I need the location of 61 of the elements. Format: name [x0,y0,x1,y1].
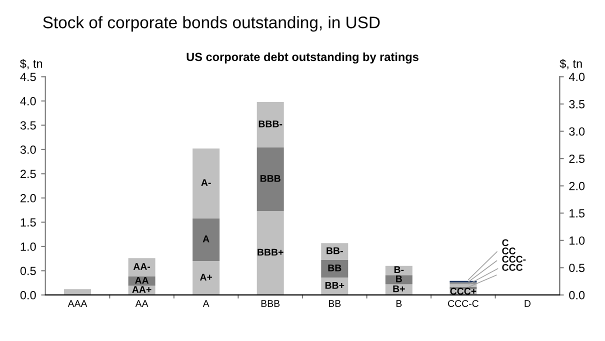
y-tick-label: 0.5 [20,266,36,276]
x-tick-label: BB [328,300,341,307]
data-label: C [502,239,509,246]
data-label: A- [201,179,211,186]
bar [385,275,412,284]
bar [321,260,348,278]
y2-tick-label: 2.0 [569,182,585,190]
y2-tick-label: 2.5 [569,154,585,163]
bar [192,261,220,295]
x-tick-label: B [396,300,402,307]
data-label: BBB- [258,120,282,128]
y2-tick-label: 3.5 [569,100,585,108]
bar [64,289,92,295]
y-tick-label: 2.0 [20,194,36,202]
data-label: CCC+ [450,288,476,295]
data-label: BB [328,264,342,272]
y2-tick-label: 0.0 [569,291,585,300]
y2-tick-label: 3.0 [569,127,585,136]
y-tick-label: 3.5 [20,121,36,130]
data-label: BB+ [325,282,344,289]
y-tick-label: 4.0 [20,97,36,106]
y2-axis-title: $, tn [560,58,582,70]
y-tick-label: 1.0 [20,242,36,251]
x-tick-label: AAA [68,300,88,307]
y2-tick-label: 0.5 [569,264,585,272]
data-label: B- [394,266,404,273]
y-tick-label: 4.5 [20,72,36,82]
data-label: CCC- [502,256,526,263]
y-tick-label: 0.0 [20,291,36,300]
data-label: BB- [326,247,343,254]
data-label: B+ [393,285,405,292]
data-label: A [202,236,210,242]
x-tick-label: AA [135,300,148,307]
x-tick-label: BBB [261,300,280,307]
bar [256,102,284,148]
y2-tick-label: 4.0 [568,72,585,82]
data-label: BBB [260,175,280,182]
data-label: CC [502,248,516,254]
data-label: B [396,276,402,282]
chart-subtitle: US corporate debt outstanding by ratings [186,52,418,64]
x-tick-label: CCC-C [448,300,478,307]
data-label: A+ [200,274,212,281]
y-axis-title: $, tn [20,58,42,70]
x-tick-label: A [202,300,210,307]
data-label: AA [135,276,149,284]
y2-tick-label: 1.0 [570,236,585,245]
x-tick-label: D [524,300,531,307]
data-label: BBB+ [258,248,284,256]
y2-tick-label: 1.5 [570,209,585,218]
y-tick-label: 1.5 [20,218,36,227]
bar [256,148,284,212]
data-label: AA- [133,263,150,270]
chart-title: Stock of corporate bonds outstanding, in USD [43,16,380,32]
bar [192,218,220,262]
bar [128,258,156,277]
bar [256,211,284,295]
y-tick-label: 2.5 [20,170,36,178]
y-tick-label: 3.0 [20,146,36,154]
data-label: AA+ [132,286,152,293]
bar [192,148,220,218]
data-label: CCC [502,264,523,271]
